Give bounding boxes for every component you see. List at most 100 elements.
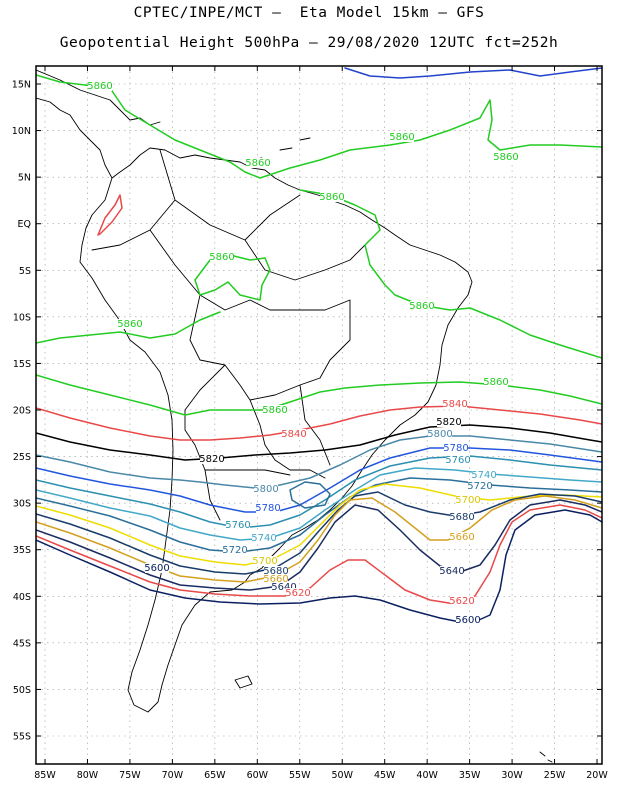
contour-label-bg <box>450 532 474 542</box>
latitude-labels: 15N 10N 5N EQ 5S 10S 15S 20S 25S 30S 35S 40S 45S 50S 5… <box>12 80 31 743</box>
coastline-and-borders <box>36 69 553 763</box>
central-america-coast <box>36 69 161 126</box>
lat-label: 35S <box>13 545 31 556</box>
lon-label: 75W <box>119 770 141 781</box>
contour-label-bg <box>246 158 270 168</box>
contour-label: 5860 <box>483 377 508 388</box>
contour-5840-andes-loop <box>97 194 123 236</box>
contour-label: 5820 <box>199 454 224 465</box>
contour-label: 5720 <box>222 545 247 556</box>
axis-ticks <box>36 66 602 764</box>
contour-label-bg <box>264 574 288 584</box>
contour-label: 5640 <box>439 566 464 577</box>
contour-label: 5640 <box>271 582 296 593</box>
contour-label-bg <box>320 192 344 202</box>
contour-label: 5860 <box>117 319 142 330</box>
caribbean-islands <box>249 137 311 161</box>
contour-label-bg <box>264 566 288 576</box>
contour-label: 5600 <box>455 615 480 626</box>
contour-label: 5740 <box>251 533 276 544</box>
longitude-labels: 85W 80W 75W 70W 65W 60W 55W 50W 45W 40W 35W 30W 25W 2… <box>34 770 608 781</box>
contour-5860-east <box>469 307 602 359</box>
lon-label: 35W <box>459 770 481 781</box>
contour-label: 5860 <box>262 405 287 416</box>
contour-5880 <box>344 67 602 79</box>
contour-label: 5740 <box>471 470 496 481</box>
south-sandwich-islands <box>539 751 553 763</box>
contour-label: 5620 <box>449 596 474 607</box>
contour-5860-northeast <box>299 189 471 311</box>
lon-label: 50W <box>331 770 353 781</box>
map-frame <box>35 65 603 765</box>
lon-label: 25W <box>544 770 566 781</box>
contour-5840 <box>36 405 602 441</box>
contour-label: 5600 <box>144 563 169 574</box>
lon-label: 60W <box>247 770 269 781</box>
contour-label: 5720 <box>467 481 492 492</box>
lon-label: 80W <box>77 770 99 781</box>
contour-label: 5840 <box>442 399 467 410</box>
lat-label: 40S <box>13 592 31 603</box>
contour-label: 5860 <box>245 158 270 169</box>
contour-label-bg <box>263 405 287 415</box>
contour-label-bg <box>223 545 247 555</box>
lat-label: 20S <box>13 406 31 417</box>
contour-label-bg <box>226 520 250 530</box>
contour-5860-south-band <box>36 311 221 344</box>
contour-label-bg <box>286 588 310 598</box>
contour-label: 5800 <box>253 484 278 495</box>
contour-labels: 5860 5860 5860 5860 5860 5860 5860 5860 5860 5860… <box>87 81 519 626</box>
title-line-2: Geopotential Height 500hPa – 29/08/2020 … <box>59 35 559 51</box>
contour-label-bg <box>256 503 280 513</box>
contour-5660 <box>36 495 602 583</box>
contour-label: 5840 <box>281 429 306 440</box>
contour-label: 5660 <box>263 574 288 585</box>
border-lines <box>91 149 371 521</box>
lon-label: 40W <box>416 770 438 781</box>
lon-label: 55W <box>289 770 311 781</box>
contour-label-bg <box>428 429 452 439</box>
contour-5720 <box>36 477 602 553</box>
lon-label: 45W <box>374 770 396 781</box>
contour-label-bg <box>272 582 296 592</box>
lat-label: 25S <box>13 452 31 463</box>
contour-label-bg <box>443 399 467 409</box>
contour-label-bg <box>437 417 461 427</box>
contour-label: 5860 <box>409 301 434 312</box>
contour-label-bg <box>446 455 470 465</box>
lat-label: 15S <box>13 359 31 370</box>
contour-label-bg <box>254 484 278 494</box>
contour-label: 5780 <box>255 503 280 514</box>
contour-label-bg <box>456 495 480 505</box>
contour-label-bg <box>468 481 492 491</box>
contour-5680 <box>36 491 602 575</box>
lon-label: 30W <box>501 770 523 781</box>
contour-5600 <box>36 509 602 625</box>
contour-label-bg <box>494 152 518 162</box>
contour-label-bg <box>210 252 234 262</box>
contour-5640 <box>36 499 602 591</box>
south-america-coast <box>79 147 473 713</box>
contour-label: 5700 <box>252 556 277 567</box>
contour-label-bg <box>88 81 112 91</box>
central-america-pacific <box>36 97 113 179</box>
contour-label-bg <box>252 533 276 543</box>
contour-label-bg <box>450 596 474 606</box>
contour-label: 5620 <box>285 588 310 599</box>
contour-5760 <box>36 455 602 529</box>
contour-label: 5660 <box>449 532 474 543</box>
contour-label-bg <box>472 470 496 480</box>
falkland-islands <box>234 675 253 689</box>
contour-5780 <box>36 447 602 513</box>
contour-label: 5760 <box>445 455 470 466</box>
contour-label: 5860 <box>389 132 414 143</box>
contour-label-bg <box>282 429 306 439</box>
lon-label: 20W <box>586 770 608 781</box>
contour-label: 5700 <box>455 495 480 506</box>
lon-label: 70W <box>162 770 184 781</box>
contour-label-bg <box>390 132 414 142</box>
contour-label: 5860 <box>493 152 518 163</box>
lat-label: 30S <box>13 499 31 510</box>
contour-5700 <box>36 483 602 566</box>
contour-label: 5760 <box>225 520 250 531</box>
